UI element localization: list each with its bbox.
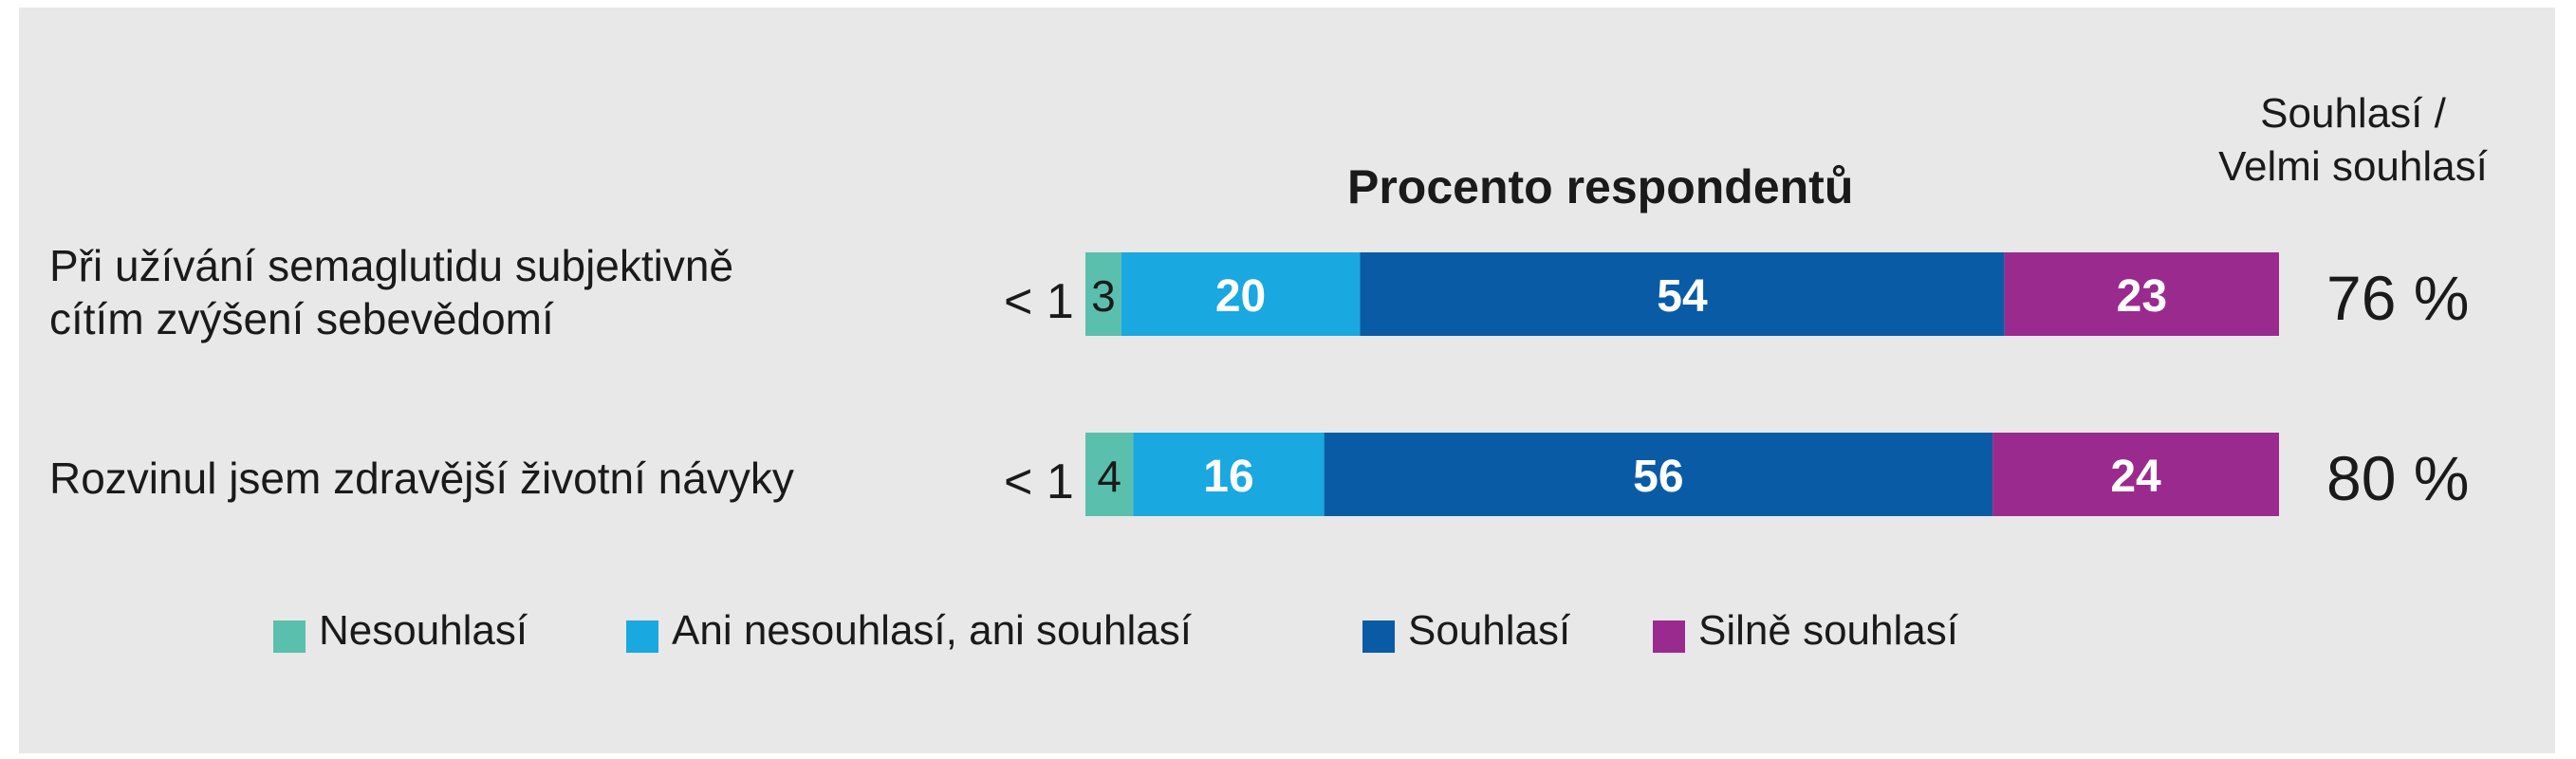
row-label-1: Při užívání semaglutidu subjektivně cítí… [49, 239, 733, 345]
bar-value-label-r2-s1: 4 [1097, 452, 1121, 501]
row-label-2: Rozvinul jsem zdravější životní návyky [49, 452, 794, 505]
bar-segment-r2-s2 [1133, 433, 1325, 516]
bar-value-label-r1-s1: 3 [1091, 271, 1116, 321]
bar-segment-r2-s3 [1324, 433, 1993, 516]
chart-panel: Procento respondentů Souhlasí / Velmi so… [19, 8, 2555, 753]
total-1: 76 % [2326, 263, 2470, 333]
bar-segment-r1-s2 [1121, 252, 1361, 336]
bar-value-label-r1-s2: 20 [1215, 271, 1266, 322]
right-header-line2: Velmi souhlasí [2218, 143, 2488, 190]
right-header: Souhlasí / Velmi souhlasí [2182, 87, 2524, 194]
bar-value-label-r2-s4: 24 [2110, 452, 2161, 502]
bar-segment-r1-s1 [1085, 252, 1121, 336]
legend-label-2: Ani nesouhlasí, ani souhlasí [672, 607, 1192, 654]
row-label-2-line1: Rozvinul jsem zdravější životní návyky [49, 454, 794, 503]
row-label-1-line1: Při užívání semaglutidu subjektivně [49, 241, 734, 290]
bar-value-label-r1-s4: 23 [2117, 271, 2167, 322]
bar-value-label-r2-s2: 16 [1203, 452, 1253, 502]
total-2: 80 % [2326, 443, 2470, 513]
bar-segment-r2-s1 [1085, 433, 1134, 516]
legend-label-4: Silně souhlasí [1698, 607, 1958, 654]
right-header-line1: Souhlasí / [2260, 90, 2446, 137]
legend-swatch-1 [273, 620, 306, 653]
bar-value-label-r1-s3: 54 [1657, 271, 1708, 322]
bar-value-label-r2-s3: 56 [1633, 452, 1683, 502]
bar-segment-r2-s4 [1992, 433, 2279, 516]
legend-swatch-4 [1653, 620, 1685, 653]
below-one-label-2: < 1 [1004, 454, 1074, 509]
bars-svg: 3 20 54 23 4 16 56 24 [1085, 252, 2279, 516]
bar-segment-r1-s4 [2004, 252, 2279, 336]
legend-swatch-3 [1362, 620, 1395, 653]
legend-label-1: Nesouhlasí [319, 607, 528, 654]
legend-swatch-2 [626, 620, 658, 653]
bar-segment-r1-s3 [1360, 252, 2005, 336]
chart-title: Procento respondentů [1347, 160, 1854, 213]
legend-label-3: Souhlasí [1408, 607, 1571, 654]
row-label-1-line2: cítím zvýšení sebevědomí [49, 294, 554, 343]
below-one-label-1: < 1 [1004, 274, 1074, 329]
